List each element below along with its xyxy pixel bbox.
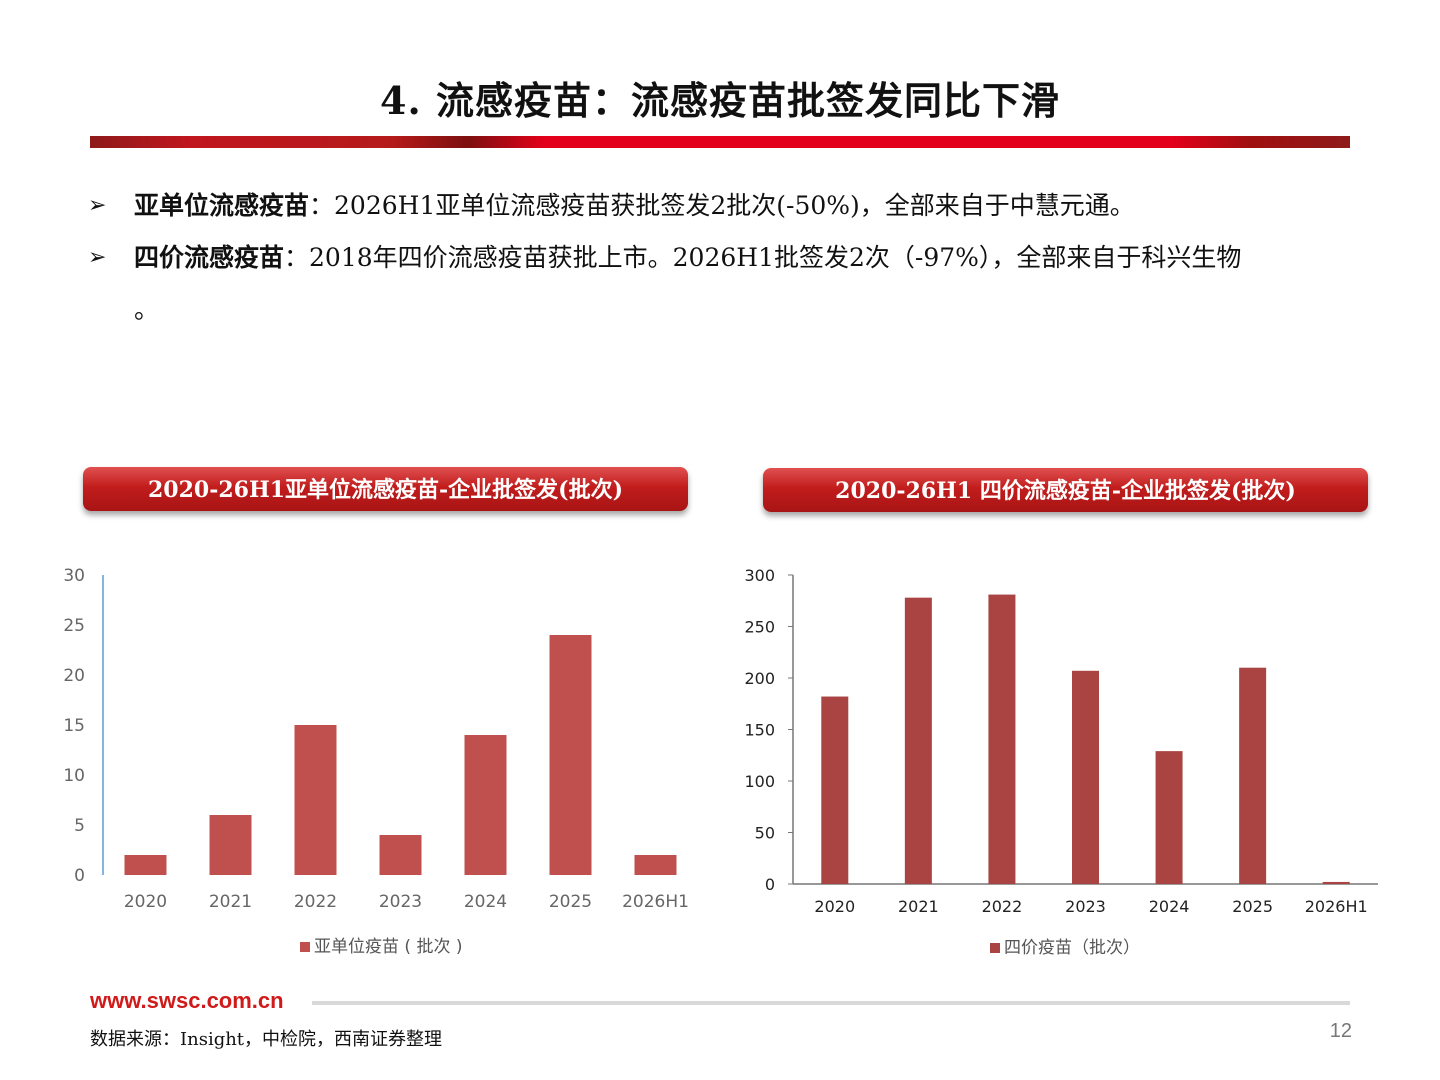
bar-2025 — [549, 635, 592, 875]
bullet-text: ：2026H1亚单位流感疫苗获批签发2批次(-50%)，全部来自于中慧元通。 — [309, 191, 1135, 220]
x-tick-label: 2024 — [464, 892, 507, 912]
bullet-quadrivalent-vaccine: ➢ 四价流感疫苗：2018年四价流感疫苗获批上市。2026H1批签发2次（-97… — [88, 232, 1368, 336]
x-tick-label: 2021 — [898, 897, 939, 916]
legend-swatch-icon — [300, 942, 310, 952]
bullet-text: ：2018年四价流感疫苗获批上市。2026H1批签发2次（-97%），全部来自于… — [284, 243, 1242, 272]
chart-2-legend: 四价疫苗（批次） — [990, 933, 1140, 958]
x-tick-label: 2023 — [379, 892, 422, 912]
arrow-bullet-icon: ➢ — [88, 193, 107, 218]
title-underline-bar — [90, 136, 1350, 148]
bar-2025 — [1239, 667, 1267, 884]
chart-2-svg: 0 50 100 150 200 250 300 2020 2021 2022 2023 2024 20… — [744, 566, 1378, 916]
x-tick-label: 2021 — [209, 892, 252, 912]
y-tick-label: 0 — [74, 866, 85, 886]
page-number: 12 — [1329, 1020, 1352, 1042]
y-tick-label: 25 — [63, 616, 85, 636]
y-tick-label: 50 — [755, 824, 775, 843]
x-tick-label: 2022 — [982, 897, 1023, 916]
x-tick-label: 2026H1 — [622, 892, 689, 912]
bar-2020 — [124, 855, 167, 875]
bar-2022 — [294, 725, 337, 875]
bullet-heading: 亚单位流感疫苗 — [134, 191, 310, 220]
x-tick-label: 2020 — [814, 897, 855, 916]
bullet-text-continuation: 。 — [134, 295, 160, 324]
chart-1-legend-label: 亚单位疫苗 ( 批次 ) — [314, 937, 463, 957]
legend-swatch-icon — [990, 943, 1000, 953]
bar-2023 — [1072, 670, 1099, 884]
y-tick-label: 20 — [63, 666, 85, 686]
bar-2024 — [464, 735, 507, 875]
data-source-note: 数据来源：Insight，中检院，西南证券整理 — [90, 1029, 443, 1050]
x-tick-label: 2025 — [1232, 897, 1273, 916]
bar-2021 — [209, 815, 252, 875]
bullet-heading: 四价流感疫苗 — [134, 243, 285, 272]
arrow-bullet-icon: ➢ — [88, 245, 107, 270]
bar-2024 — [1155, 751, 1183, 884]
y-tick-label: 200 — [744, 669, 775, 688]
bar-2023 — [379, 835, 422, 875]
bar-2020 — [821, 696, 849, 884]
footer-url: www.swsc.com.cn — [90, 988, 284, 1013]
x-tick-label: 2022 — [294, 892, 337, 912]
x-tick-label: 2026H1 — [1305, 897, 1368, 916]
x-tick-label: 2025 — [549, 892, 592, 912]
chart-1-header: 2020-26H1亚单位流感疫苗-企业批签发(批次) — [83, 467, 688, 511]
y-tick-label: 250 — [744, 618, 775, 637]
footer-divider — [312, 1001, 1350, 1005]
y-tick-label: 5 — [74, 816, 85, 836]
y-tick-label: 300 — [744, 566, 775, 585]
bar-2026H1 — [634, 855, 677, 875]
y-tick-label: 10 — [63, 766, 85, 786]
y-tick-label: 15 — [63, 716, 85, 736]
x-tick-label: 2020 — [124, 892, 167, 912]
bar-2026H1 — [1322, 881, 1350, 884]
y-tick-label: 150 — [744, 721, 775, 740]
chart-2-header: 2020-26H1 四价流感疫苗-企业批签发(批次) — [763, 468, 1368, 512]
y-tick-label: 30 — [63, 566, 85, 586]
chart-2-legend-label: 四价疫苗（批次） — [1004, 938, 1140, 958]
y-tick-label: 0 — [765, 875, 775, 894]
x-tick-label: 2024 — [1149, 897, 1190, 916]
bar-2022 — [988, 594, 1016, 884]
x-tick-label: 2023 — [1065, 897, 1106, 916]
bullet-list: ➢ 亚单位流感疫苗：2026H1亚单位流感疫苗获批签发2批次(-50%)，全部来… — [88, 180, 1368, 336]
chart-1-legend: 亚单位疫苗 ( 批次 ) — [300, 932, 462, 957]
bullet-subunit-vaccine: ➢ 亚单位流感疫苗：2026H1亚单位流感疫苗获批签发2批次(-50%)，全部来… — [88, 180, 1368, 232]
slide-title: 4. 流感疫苗：流感疫苗批签发同比下滑 — [380, 78, 1060, 123]
bar-2021 — [904, 597, 932, 884]
y-tick-label: 100 — [744, 772, 775, 791]
